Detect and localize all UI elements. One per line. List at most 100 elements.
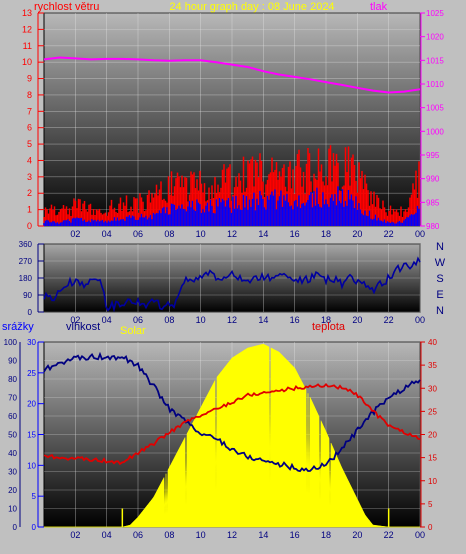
pressure-y-tick-label: 980 <box>426 222 440 231</box>
wind-y-tick-label: 6 <box>27 123 32 133</box>
climate-x-tick-label: 10 <box>196 530 206 540</box>
pressure-y-tick-label: 1000 <box>426 127 444 136</box>
climate-x-tick-label: 08 <box>164 530 174 540</box>
rain-y-tick-label: 10 <box>27 461 36 470</box>
direction-x-tick-label: 08 <box>164 315 174 325</box>
pressure-y-tick-label: 1020 <box>426 33 444 42</box>
direction-y-tick-label: 180 <box>19 274 33 283</box>
wind-axis-title: rychlost větru <box>34 1 99 13</box>
wind-x-tick-label: 12 <box>227 229 237 239</box>
temperature-axis-title: teplota <box>312 321 346 333</box>
direction-x-tick-label: 14 <box>258 315 268 325</box>
humidity-y-tick-label: 50 <box>8 431 17 440</box>
climate-x-tick-label: 20 <box>352 530 362 540</box>
humidity-y-tick-label: 90 <box>8 357 17 366</box>
wind-x-tick-label: 00 <box>415 229 425 239</box>
direction-x-tick-label: 04 <box>102 315 112 325</box>
pressure-y-tick-label: 1005 <box>426 104 444 113</box>
wind-y-tick-label: 1 <box>27 205 32 215</box>
climate-x-tick-label: 00 <box>415 530 425 540</box>
direction-x-tick-label: 00 <box>415 315 425 325</box>
graph-title: 24 hour graph day : 08 June 2024 <box>169 1 334 13</box>
rain-y-tick-label: 0 <box>32 523 37 532</box>
direction-x-tick-label: 12 <box>227 315 237 325</box>
pressure-y-tick-label: 1015 <box>426 56 444 65</box>
wind-x-tick-label: 22 <box>384 229 394 239</box>
wind-x-tick-label: 20 <box>352 229 362 239</box>
wind-y-tick-label: 12 <box>22 24 32 34</box>
rain-y-tick-label: 15 <box>27 431 36 440</box>
humidity-y-tick-label: 60 <box>8 412 17 421</box>
wind-y-tick-label: 3 <box>27 172 32 182</box>
direction-x-tick-label: 02 <box>70 315 80 325</box>
solar-label: Solar <box>120 325 146 337</box>
temperature-y-tick-label: 10 <box>428 477 437 486</box>
wind-y-tick-label: 10 <box>22 57 32 67</box>
temperature-line <box>43 382 421 466</box>
wind-y-tick-label: 2 <box>27 188 32 198</box>
compass-n-bottom: N <box>436 305 444 317</box>
humidity-y-tick-label: 30 <box>8 468 17 477</box>
wind-x-tick-label: 08 <box>164 229 174 239</box>
direction-y-tick-label: 0 <box>28 308 33 317</box>
pressure-y-tick-label: 1025 <box>426 9 444 18</box>
rain-axis-title: srážky <box>2 321 34 333</box>
pressure-y-tick-label: 985 <box>426 198 440 207</box>
temperature-y-tick-label: 0 <box>428 523 433 532</box>
wind-x-tick-label: 04 <box>102 229 112 239</box>
temperature-y-tick-label: 35 <box>428 361 437 370</box>
wind-y-tick-label: 11 <box>23 41 32 51</box>
temperature-y-tick-label: 20 <box>428 431 437 440</box>
compass-w: W <box>435 257 446 269</box>
direction-x-tick-label: 22 <box>384 315 394 325</box>
wind-x-tick-label: 02 <box>70 229 80 239</box>
wind-y-tick-label: 7 <box>27 106 32 116</box>
climate-x-tick-label: 16 <box>290 530 300 540</box>
wind-x-tick-label: 16 <box>290 229 300 239</box>
wind-y-tick-label: 13 <box>22 8 32 18</box>
wind-x-tick-label: 06 <box>133 229 143 239</box>
solar-area <box>44 343 420 528</box>
pressure-y-tick-label: 995 <box>426 151 440 160</box>
pressure-y-tick-label: 990 <box>426 175 440 184</box>
climate-x-tick-label: 14 <box>258 530 268 540</box>
direction-y-tick-label: 360 <box>19 240 33 249</box>
wind-y-tick-label: 0 <box>27 221 32 231</box>
direction-y-tick-label: 90 <box>23 291 32 300</box>
temperature-y-tick-label: 25 <box>428 407 437 416</box>
direction-x-tick-label: 18 <box>321 315 331 325</box>
direction-x-tick-label: 16 <box>290 315 300 325</box>
temperature-y-tick-label: 5 <box>428 500 433 509</box>
climate-x-tick-label: 18 <box>321 530 331 540</box>
compass-n-top: N <box>436 241 444 253</box>
direction-x-tick-label: 10 <box>196 315 206 325</box>
climate-x-tick-label: 22 <box>384 530 394 540</box>
rain-y-tick-label: 20 <box>27 400 36 409</box>
chart-marks <box>43 56 421 528</box>
compass-e: E <box>436 289 443 301</box>
climate-x-tick-label: 06 <box>133 530 143 540</box>
humidity-y-tick-label: 10 <box>8 505 17 514</box>
humidity-line <box>43 351 421 473</box>
humidity-y-tick-label: 100 <box>4 338 18 347</box>
temperature-y-tick-label: 15 <box>428 454 437 463</box>
temperature-y-tick-label: 40 <box>428 338 437 347</box>
direction-x-tick-label: 06 <box>133 315 143 325</box>
wind-direction-line <box>43 256 421 313</box>
wind-y-tick-label: 4 <box>27 155 32 165</box>
humidity-y-tick-label: 0 <box>13 523 18 532</box>
rain-y-tick-label: 30 <box>27 338 36 347</box>
climate-x-tick-label: 12 <box>227 530 237 540</box>
humidity-axis-title: vlhkost <box>66 321 100 333</box>
compass-s: S <box>436 273 443 285</box>
pressure-y-tick-label: 1010 <box>426 80 444 89</box>
humidity-y-tick-label: 70 <box>8 394 17 403</box>
pressure-axis-title: tlak <box>370 1 388 13</box>
humidity-y-tick-label: 20 <box>8 486 17 495</box>
wind-x-tick-label: 14 <box>258 229 268 239</box>
direction-x-tick-label: 20 <box>352 315 362 325</box>
wind-y-tick-label: 9 <box>27 74 32 84</box>
humidity-y-tick-label: 40 <box>8 449 17 458</box>
